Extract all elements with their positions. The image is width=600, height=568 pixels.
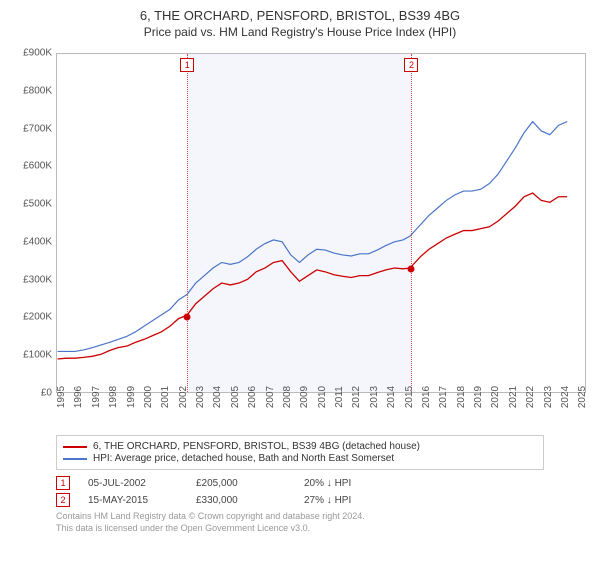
x-tick-label: 2016: [421, 386, 432, 408]
legend-swatch: [63, 458, 87, 460]
x-tick-label: 2025: [577, 386, 588, 408]
sale-vline: [187, 54, 188, 392]
sale-marker-box: 1: [180, 58, 194, 72]
x-tick-label: 2005: [230, 386, 241, 408]
y-tick-label: £900K: [4, 48, 52, 59]
sale-date: 05-JUL-2002: [88, 478, 178, 489]
x-tick-label: 2009: [299, 386, 310, 408]
legend-label: 6, THE ORCHARD, PENSFORD, BRISTOL, BS39 …: [93, 441, 420, 452]
sale-point-dot: [184, 313, 191, 320]
sales-table: 1 05-JUL-2002 £205,000 20% ↓ HPI 2 15-MAY-201…: [56, 476, 544, 507]
y-tick-label: £400K: [4, 236, 52, 247]
x-tick-label: 2019: [473, 386, 484, 408]
footer-line-1: Contains HM Land Registry data © Crown c…: [56, 511, 544, 523]
y-tick-label: £700K: [4, 123, 52, 134]
x-tick-label: 2000: [143, 386, 154, 408]
x-tick-label: 2012: [351, 386, 362, 408]
sale-vline: [411, 54, 412, 392]
series-hpi: [58, 122, 568, 352]
legend-label: HPI: Average price, detached house, Bath…: [93, 453, 394, 464]
sale-marker-box: 2: [56, 493, 70, 507]
x-tick-label: 2020: [490, 386, 501, 408]
y-tick-label: £800K: [4, 85, 52, 96]
x-tick-label: 2014: [386, 386, 397, 408]
line-series: [57, 54, 585, 392]
y-tick-label: £600K: [4, 161, 52, 172]
sale-marker-box: 1: [56, 476, 70, 490]
x-tick-label: 2024: [560, 386, 571, 408]
y-tick-label: £0: [4, 388, 52, 399]
x-tick-label: 1999: [126, 386, 137, 408]
x-tick-label: 2021: [508, 386, 519, 408]
series-property: [58, 193, 568, 359]
sale-date: 15-MAY-2015: [88, 495, 178, 506]
x-tick-label: 2008: [282, 386, 293, 408]
chart-subtitle: Price paid vs. HM Land Registry's House …: [0, 25, 600, 39]
sale-marker-box: 2: [404, 58, 418, 72]
x-tick-label: 2006: [247, 386, 258, 408]
legend-box: 6, THE ORCHARD, PENSFORD, BRISTOL, BS39 …: [56, 435, 544, 470]
sales-row: 2 15-MAY-2015 £330,000 27% ↓ HPI: [56, 493, 544, 507]
sale-delta: 20% ↓ HPI: [304, 478, 394, 489]
x-tick-label: 2015: [404, 386, 415, 408]
y-tick-label: £200K: [4, 312, 52, 323]
chart-area: £0 £100K £200K £300K £400K £500K £600K £700K £80…: [0, 43, 600, 433]
x-tick-label: 1998: [108, 386, 119, 408]
x-tick-label: 2023: [543, 386, 554, 408]
x-tick-label: 2001: [160, 386, 171, 408]
chart-title: 6, THE ORCHARD, PENSFORD, BRISTOL, BS39 …: [0, 8, 600, 23]
legend-item: HPI: Average price, detached house, Bath…: [63, 453, 537, 464]
legend-item: 6, THE ORCHARD, PENSFORD, BRISTOL, BS39 …: [63, 441, 537, 452]
x-tick-label: 2011: [334, 386, 345, 408]
x-tick-label: 1995: [56, 386, 67, 408]
x-tick-label: 2022: [525, 386, 536, 408]
sale-price: £330,000: [196, 495, 286, 506]
sales-row: 1 05-JUL-2002 £205,000 20% ↓ HPI: [56, 476, 544, 490]
sale-price: £205,000: [196, 478, 286, 489]
x-tick-label: 2004: [212, 386, 223, 408]
footer-attribution: Contains HM Land Registry data © Crown c…: [56, 511, 544, 534]
y-tick-label: £100K: [4, 350, 52, 361]
x-tick-label: 2007: [265, 386, 276, 408]
x-tick-label: 2003: [195, 386, 206, 408]
y-tick-label: £300K: [4, 274, 52, 285]
x-tick-label: 1996: [73, 386, 84, 408]
x-tick-label: 2013: [369, 386, 380, 408]
sale-delta: 27% ↓ HPI: [304, 495, 394, 506]
y-tick-label: £500K: [4, 199, 52, 210]
legend-swatch: [63, 446, 87, 448]
x-tick-label: 2017: [438, 386, 449, 408]
footer-line-2: This data is licensed under the Open Gov…: [56, 523, 544, 535]
x-tick-label: 2018: [456, 386, 467, 408]
x-tick-label: 1997: [91, 386, 102, 408]
x-tick-label: 2002: [178, 386, 189, 408]
x-tick-label: 2010: [317, 386, 328, 408]
plot-region: 12: [56, 53, 586, 393]
sale-point-dot: [408, 266, 415, 273]
